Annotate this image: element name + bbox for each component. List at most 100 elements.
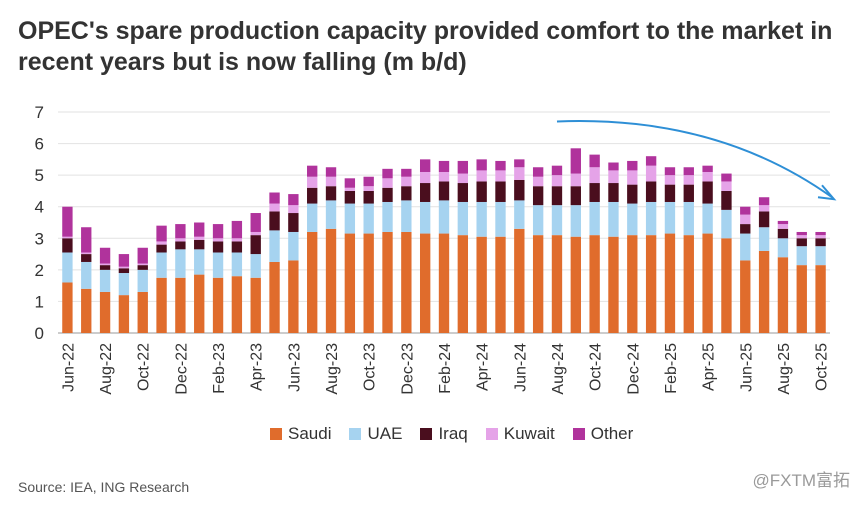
bar-segment-other bbox=[81, 227, 92, 253]
bar-segment-uae bbox=[702, 203, 713, 234]
bar-segment-other bbox=[664, 167, 676, 176]
bar-segment-kuwait bbox=[325, 176, 337, 187]
bar-segment-other bbox=[758, 197, 770, 206]
bar-segment-other bbox=[99, 247, 111, 264]
bar-segment-saudi bbox=[62, 282, 73, 333]
title-line-2: recent years but is now falling (m b/d) bbox=[18, 48, 467, 76]
bar-segment-uae bbox=[325, 200, 337, 229]
bar-segment-saudi bbox=[118, 295, 130, 333]
bar-segment-iraq bbox=[307, 187, 318, 204]
y-tick-label: 1 bbox=[35, 292, 44, 311]
bar-segment-uae bbox=[721, 209, 732, 239]
bar-segment-kuwait bbox=[457, 173, 469, 184]
legend-label: Iraq bbox=[438, 424, 468, 443]
bar-segment-other bbox=[683, 167, 694, 176]
bar-segment-saudi bbox=[721, 238, 732, 333]
bar-segment-other bbox=[476, 159, 487, 171]
bar-segment-kuwait bbox=[194, 236, 205, 240]
x-tick-label: Oct-25 bbox=[814, 343, 831, 391]
bar-segment-saudi bbox=[382, 231, 393, 333]
bar-segment-uae bbox=[476, 201, 487, 237]
bar-segment-iraq bbox=[288, 213, 299, 232]
bar-segment-kuwait bbox=[796, 235, 807, 239]
bar-segment-iraq bbox=[740, 224, 751, 234]
bar-segment-uae bbox=[175, 249, 186, 278]
trend-arrow-head bbox=[817, 184, 837, 201]
bar-segment-other bbox=[740, 206, 751, 215]
bar-segment-kuwait bbox=[627, 170, 638, 185]
watermark: @FXTM富拓 bbox=[752, 471, 850, 490]
legend-swatch bbox=[349, 428, 362, 440]
bar-segment-iraq bbox=[156, 244, 167, 253]
bar-segment-saudi bbox=[288, 260, 299, 333]
bar-segment-iraq bbox=[551, 186, 563, 206]
bar-segment-other bbox=[363, 176, 374, 187]
chart-area: 0 1 2 3 4 5 6 7 Jun-22 Aug-22 Oct-22 Dec-22 Feb-23 Ap… bbox=[35, 103, 837, 395]
bar-segment-other bbox=[62, 206, 73, 237]
bar-segment-uae bbox=[81, 261, 92, 289]
bar-segment-iraq bbox=[721, 190, 732, 210]
bar-segment-kuwait bbox=[758, 205, 770, 212]
bar-segment-kuwait bbox=[250, 231, 261, 236]
bar-segment-kuwait bbox=[269, 203, 280, 212]
bar-segment-other bbox=[815, 231, 826, 236]
bar-segment-iraq bbox=[231, 241, 243, 253]
bar-segment-saudi bbox=[495, 236, 506, 333]
bar-segment-kuwait bbox=[438, 171, 450, 182]
bar-segment-kuwait bbox=[401, 176, 412, 187]
bar-segment-other bbox=[796, 231, 807, 236]
bar-segment-saudi bbox=[702, 233, 713, 333]
trend-arrow bbox=[556, 120, 833, 199]
x-tick-label: Apr-23 bbox=[249, 343, 266, 391]
bar-segment-iraq bbox=[589, 183, 600, 202]
bar-segment-iraq bbox=[570, 186, 581, 206]
bar-segment-uae bbox=[589, 201, 600, 236]
bar-segment-iraq bbox=[683, 184, 694, 202]
bar-segment-uae bbox=[683, 201, 694, 236]
bar-segment-kuwait bbox=[212, 238, 224, 242]
bar-segment-iraq bbox=[457, 183, 469, 202]
bar-segment-kuwait bbox=[99, 263, 111, 266]
x-tick-label: Oct-22 bbox=[136, 343, 153, 391]
legend-label: Kuwait bbox=[503, 424, 555, 443]
bar-segment-other bbox=[608, 162, 619, 171]
bar-segment-other bbox=[250, 213, 261, 232]
bar-segment-other bbox=[382, 168, 393, 179]
bar-segment-iraq bbox=[419, 183, 431, 202]
bar-segment-uae bbox=[438, 200, 450, 234]
x-tick-label: Aug-24 bbox=[550, 343, 567, 395]
bar-segment-uae bbox=[62, 252, 73, 283]
bar-segment-uae bbox=[815, 246, 826, 266]
legend-swatch bbox=[270, 428, 282, 440]
bar-segment-kuwait bbox=[495, 170, 506, 182]
x-tick-label: Apr-25 bbox=[701, 343, 718, 391]
bar-segment-uae bbox=[532, 205, 544, 236]
bar-segment-iraq bbox=[401, 186, 412, 201]
bar-segment-saudi bbox=[269, 261, 280, 333]
bar-segment-saudi bbox=[438, 233, 450, 333]
bar-segment-iraq bbox=[99, 265, 111, 270]
bar-segment-uae bbox=[250, 254, 261, 278]
bar-segment-saudi bbox=[740, 260, 751, 333]
bar-segment-saudi bbox=[99, 291, 111, 333]
bar-segment-kuwait bbox=[589, 167, 600, 184]
bar-segment-uae bbox=[457, 201, 469, 236]
bar-segment-uae bbox=[514, 200, 525, 229]
bar-segment-other bbox=[175, 224, 186, 239]
bar-segment-saudi bbox=[250, 277, 261, 333]
bar-segment-saudi bbox=[194, 274, 205, 333]
bar-segment-saudi bbox=[212, 277, 224, 333]
bar-segment-other bbox=[702, 165, 713, 172]
bar-segment-saudi bbox=[627, 235, 638, 333]
y-tick-label: 7 bbox=[35, 103, 44, 122]
bar-segment-kuwait bbox=[683, 175, 694, 185]
y-tick-label: 2 bbox=[35, 261, 44, 280]
legend-item-kuwait: Kuwait bbox=[485, 424, 555, 444]
bar-segment-kuwait bbox=[570, 173, 581, 187]
bar-segment-kuwait bbox=[81, 252, 92, 255]
bar-segment-saudi bbox=[401, 231, 412, 333]
bar-segment-saudi bbox=[664, 233, 676, 333]
bar-segment-other bbox=[589, 154, 600, 168]
x-tick-label: Jun-23 bbox=[286, 343, 303, 392]
x-tick-label: Dec-24 bbox=[625, 343, 642, 395]
